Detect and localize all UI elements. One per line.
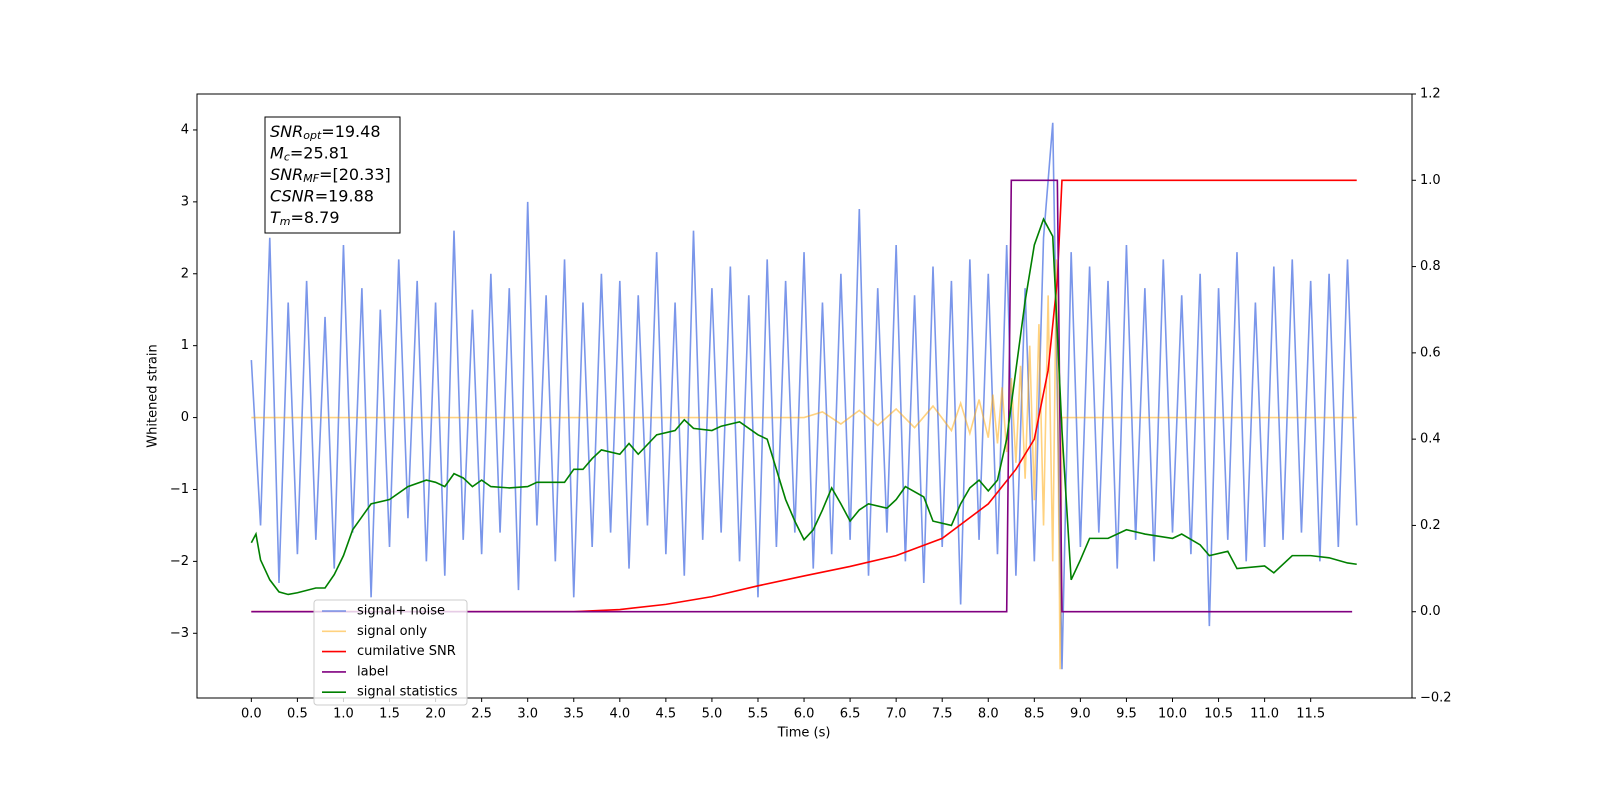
annotation-value: =8.79 bbox=[291, 208, 340, 227]
y2-tick-label: 0.8 bbox=[1420, 259, 1441, 274]
x-tick-label: 5.0 bbox=[702, 707, 723, 722]
x-tick-label: 10.5 bbox=[1204, 707, 1233, 722]
x-tick-label: 1.0 bbox=[333, 707, 354, 722]
x-axis-label: Time (s) bbox=[777, 726, 831, 741]
x-tick-label: 11.5 bbox=[1296, 707, 1325, 722]
y-tick-label: −2 bbox=[170, 554, 189, 569]
annotation-symbol: CSNR bbox=[270, 186, 315, 205]
annotation-box bbox=[264, 116, 401, 234]
x-tick-label: 4.0 bbox=[609, 707, 630, 722]
y-tick-label: 4 bbox=[181, 122, 189, 137]
y-axis-label: Whitened strain bbox=[146, 344, 161, 447]
annotation-value: =25.81 bbox=[290, 143, 349, 162]
y-tick-label: 3 bbox=[181, 194, 189, 209]
series-line bbox=[251, 179, 1353, 613]
y-tick-label: −3 bbox=[170, 626, 189, 641]
series-line bbox=[251, 259, 1357, 670]
annotation-line: CSNR=19.88 bbox=[270, 186, 374, 205]
legend-label: signal only bbox=[357, 624, 427, 639]
x-tick-label: 3.0 bbox=[517, 707, 538, 722]
annotation-value: =19.88 bbox=[315, 186, 374, 205]
y2-tick-label: −0.2 bbox=[1420, 691, 1452, 706]
annotation-sub: m bbox=[280, 215, 291, 228]
legend-box bbox=[313, 599, 468, 706]
series-line bbox=[250, 217, 1357, 596]
annotation-symbol: T bbox=[270, 208, 281, 227]
x-tick-label: 0.5 bbox=[287, 707, 308, 722]
annotation-sub: c bbox=[284, 151, 290, 164]
annotation-line: Tm=8.79 bbox=[270, 208, 340, 229]
annotation-sub: MF bbox=[303, 172, 319, 185]
y2-tick-label: 1.2 bbox=[1420, 87, 1441, 102]
y-tick-label: −1 bbox=[170, 482, 189, 497]
y2-tick-label: 0.6 bbox=[1420, 345, 1441, 360]
x-tick-label: 2.0 bbox=[425, 707, 446, 722]
x-tick-label: 5.5 bbox=[748, 707, 769, 722]
annotation-value: =[20.33] bbox=[319, 165, 391, 184]
annotation-value: =19.48 bbox=[321, 122, 380, 141]
x-tick-label: 3.5 bbox=[563, 707, 584, 722]
y-tick-label: 0 bbox=[181, 410, 189, 425]
x-tick-label: 9.0 bbox=[1070, 707, 1091, 722]
x-tick-label: 1.5 bbox=[379, 707, 400, 722]
annotation-line: Mc=25.81 bbox=[270, 143, 349, 164]
x-tick-label: 8.5 bbox=[1024, 707, 1045, 722]
x-tick-label: 11.0 bbox=[1250, 707, 1279, 722]
x-tick-label: 8.0 bbox=[978, 707, 999, 722]
x-tick-label: 7.0 bbox=[886, 707, 907, 722]
y2-tick-label: 0.0 bbox=[1420, 604, 1441, 619]
x-tick-label: 10.0 bbox=[1158, 707, 1187, 722]
plot-frame bbox=[196, 93, 1413, 699]
x-tick-label: 4.5 bbox=[656, 707, 677, 722]
annotation-line: SNRopt=19.48 bbox=[270, 122, 381, 143]
annotation-symbol: SNR bbox=[270, 122, 303, 141]
legend-label: signal+ noise bbox=[357, 604, 445, 619]
series-line bbox=[251, 179, 1357, 613]
annotation-symbol: M bbox=[270, 143, 284, 162]
y-tick-label: 1 bbox=[181, 338, 189, 353]
x-tick-label: 9.5 bbox=[1116, 707, 1137, 722]
x-tick-label: 2.5 bbox=[471, 707, 492, 722]
x-tick-label: 6.5 bbox=[840, 707, 861, 722]
y-tick-label: 2 bbox=[181, 266, 189, 281]
x-tick-label: 7.5 bbox=[932, 707, 953, 722]
y2-tick-label: 0.4 bbox=[1420, 432, 1441, 447]
annotation-line: SNRMF=[20.33] bbox=[270, 165, 391, 186]
annotation-sub: opt bbox=[303, 129, 322, 142]
legend-label: label bbox=[357, 664, 388, 679]
x-tick-label: 0.0 bbox=[241, 707, 262, 722]
legend-label: signal statistics bbox=[357, 685, 458, 700]
y2-tick-label: 1.0 bbox=[1420, 173, 1441, 188]
legend-label: cumilative SNR bbox=[357, 644, 456, 659]
y2-tick-label: 0.2 bbox=[1420, 518, 1441, 533]
x-tick-label: 6.0 bbox=[794, 707, 815, 722]
series-line bbox=[250, 122, 1358, 670]
annotation-symbol: SNR bbox=[270, 165, 303, 184]
